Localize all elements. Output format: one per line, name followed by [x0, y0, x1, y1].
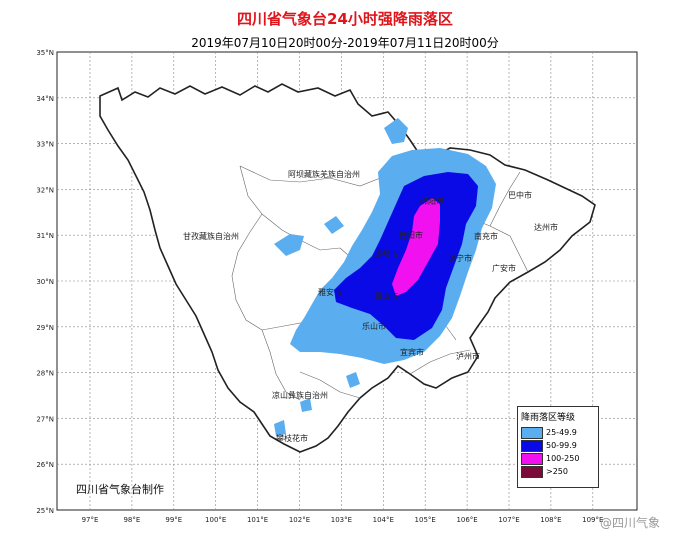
longitude-label: 107°E [498, 516, 519, 524]
place-label: 德阳市 [399, 231, 423, 240]
legend-item: 25-49.9 [521, 426, 598, 439]
place-label: 乐山市 [362, 322, 386, 331]
latitude-label: 25°N [36, 507, 54, 515]
rain-zone-25-49.9-south [346, 372, 360, 388]
rain-zone-25-49.9-north [384, 118, 408, 144]
rain-zone-100-250 [392, 198, 440, 296]
place-label: 南充市 [474, 232, 498, 241]
place-label: 绵阳市 [420, 197, 444, 206]
longitude-label: 105°E [415, 516, 436, 524]
latitude-label: 31°N [36, 232, 54, 240]
legend-label: 50-99.9 [546, 441, 577, 450]
place-label: 巴中市 [508, 191, 532, 200]
place-label: 宜宾市 [400, 348, 424, 357]
map-title: 四川省气象台24小时强降雨落区 [237, 10, 453, 28]
latitude-label: 35°N [36, 49, 54, 57]
legend-item: >250 [521, 465, 598, 478]
latitude-label: 32°N [36, 186, 54, 194]
rain-zone-25-49.9-west2 [324, 216, 344, 234]
watermark: @四川气象 [600, 516, 661, 530]
map-subtitle: 2019年07月10日20时00分-2019年07月11日20时00分 [191, 36, 499, 50]
longitude-label: 97°E [82, 516, 99, 524]
longitude-label: 102°E [289, 516, 310, 524]
longitude-label: 106°E [456, 516, 477, 524]
latitude-label: 29°N [36, 324, 54, 332]
place-label: 泸州市 [456, 352, 480, 361]
place-label: 达州市 [534, 223, 558, 232]
latitude-label: 30°N [36, 278, 54, 286]
longitude-label: 100°E [205, 516, 226, 524]
longitude-label: 108°E [540, 516, 561, 524]
latitude-label: 26°N [36, 461, 54, 469]
place-label: 成都市 [374, 250, 398, 259]
longitude-label: 99°E [165, 516, 182, 524]
legend-label: >250 [546, 467, 568, 476]
legend-label: 100-250 [546, 454, 580, 463]
longitude-label: 104°E [373, 516, 394, 524]
rain-zone-25-49.9-west [274, 234, 304, 256]
longitude-label: 101°E [247, 516, 268, 524]
place-label: 眉山市 [374, 292, 398, 301]
legend-label: 25-49.9 [546, 428, 577, 437]
place-label: 阿坝藏族羌族自治州 [288, 170, 360, 179]
longitude-label: 103°E [331, 516, 352, 524]
legend-swatch [521, 439, 543, 452]
longitude-label: 98°E [123, 516, 140, 524]
latitude-label: 33°N [36, 141, 54, 149]
place-label: 甘孜藏族自治州 [183, 232, 239, 241]
legend-item: 100-250 [521, 452, 598, 465]
longitude-label: 109°E [582, 516, 603, 524]
legend-title: 降雨落区等级 [521, 413, 576, 423]
rain-zone-25-49.9-sw [300, 398, 312, 412]
place-label: 广安市 [492, 264, 516, 273]
rain-zone-25-49.9-pzh [274, 420, 286, 436]
place-label: 遂宁市 [448, 254, 472, 263]
place-label: 攀枝花市 [276, 434, 308, 443]
latitude-label: 34°N [36, 95, 54, 103]
latitude-label: 27°N [36, 415, 54, 423]
legend-item: 50-99.9 [521, 439, 598, 452]
credit-text: 四川省气象台制作 [76, 483, 164, 496]
legend-swatch [521, 452, 543, 465]
legend-swatch [521, 426, 543, 439]
place-label: 凉山彝族自治州 [272, 391, 328, 400]
place-label: 雅安市 [318, 288, 342, 297]
rainfall-legend: 降雨落区等级 25-49.9 50-99.9 100-250 >250 [517, 406, 599, 488]
legend-swatch [521, 465, 543, 478]
latitude-label: 28°N [36, 370, 54, 378]
